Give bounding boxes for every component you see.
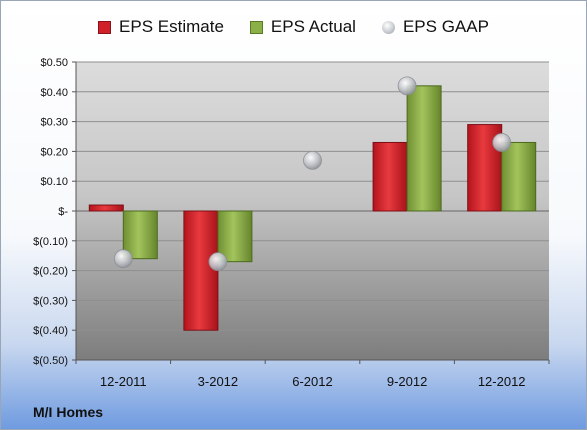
y-tick-label: $0.50 [40, 57, 68, 69]
y-tick-label: $0.20 [40, 146, 68, 158]
y-tick-label: $(0.10) [33, 236, 68, 248]
x-tick-label: 6-2012 [292, 374, 332, 389]
legend-label-eps-estimate: EPS Estimate [119, 17, 224, 36]
bar-eps-actual [217, 210, 253, 263]
marker-eps-gaap [303, 150, 322, 170]
legend-swatch-eps-actual [249, 20, 263, 34]
y-tick-label: $0.40 [40, 87, 68, 99]
y-tick-label: $0.10 [40, 176, 68, 188]
x-tick-label: 9-2012 [387, 374, 427, 389]
legend-label-eps-gaap: EPS GAAP [402, 17, 489, 36]
marker-eps-gaap [492, 133, 512, 152]
legend-item-eps-actual: EPS Actual [249, 17, 356, 37]
bar-eps-estimate [372, 141, 408, 212]
legend-label-eps-actual: EPS Actual [270, 17, 356, 36]
legend-swatch-eps-estimate [98, 20, 112, 34]
marker-eps-gaap [113, 249, 133, 269]
bar-eps-estimate [88, 204, 124, 212]
legend: EPS Estimate EPS Actual EPS GAAP [1, 17, 586, 37]
bar-eps-estimate [183, 210, 219, 331]
y-tick-label: $(0.30) [33, 295, 68, 307]
bar-eps-actual [501, 141, 537, 212]
marker-eps-gaap [397, 76, 417, 96]
x-tick-label: 3-2012 [198, 374, 238, 389]
legend-swatch-eps-gaap [381, 20, 395, 34]
marker-eps-gaap [208, 252, 228, 272]
y-tick-label: $- [58, 206, 68, 218]
bar-eps-actual [406, 85, 442, 212]
legend-item-eps-gaap: EPS GAAP [381, 17, 489, 37]
company-name: M/I Homes [33, 404, 104, 420]
x-tick-label: 12-2011 [100, 374, 147, 389]
y-tick-label: $0.30 [40, 117, 68, 129]
y-tick-label: $(0.40) [33, 325, 68, 337]
legend-item-eps-estimate: EPS Estimate [98, 17, 224, 37]
y-tick-label: $(0.50) [33, 355, 68, 367]
bar-eps-actual [122, 210, 158, 260]
y-tick-label: $(0.20) [33, 266, 68, 278]
x-tick-label: 12-2012 [478, 374, 526, 389]
